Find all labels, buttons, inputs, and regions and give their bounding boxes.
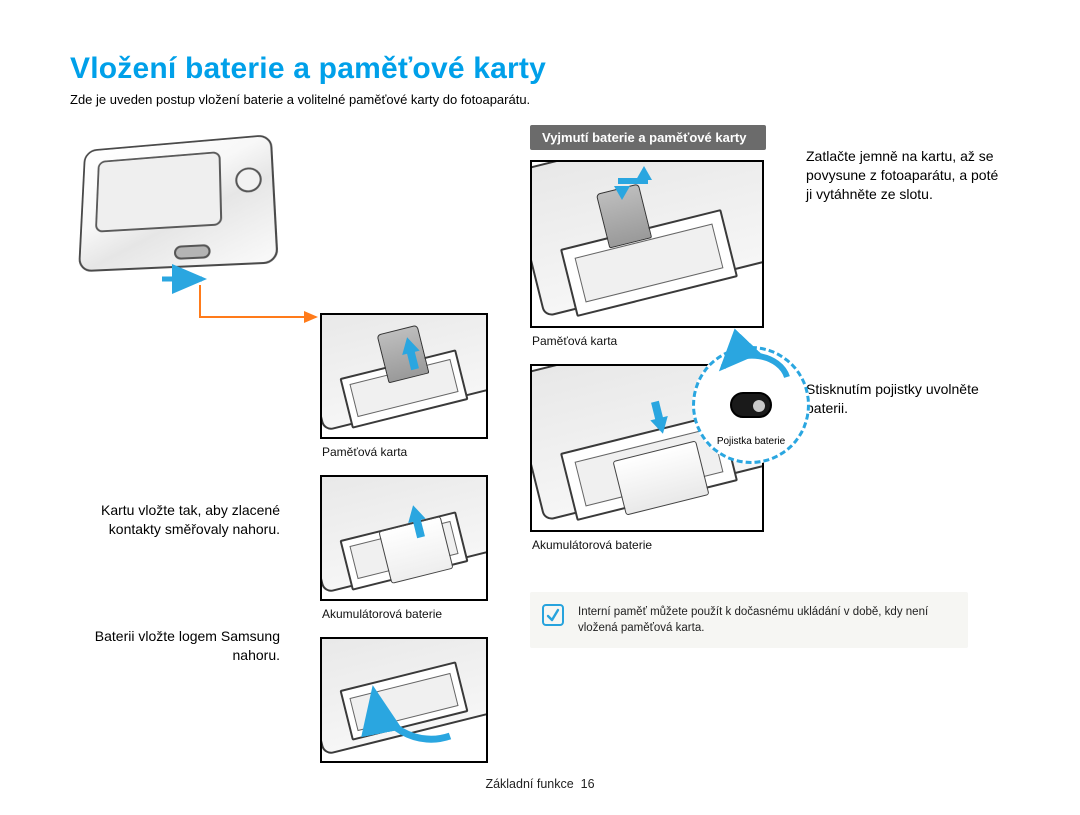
mid-column: Paměťová karta Akumulátorová baterie bbox=[320, 125, 490, 767]
content-row: Kartu vložte tak, aby zlacené kontakty s… bbox=[70, 125, 1010, 767]
page-title: Vložení baterie a paměťové karty bbox=[70, 52, 1010, 86]
camera-latch bbox=[174, 244, 211, 260]
footer-page: 16 bbox=[581, 777, 595, 791]
battery-lock-label: Pojistka baterie bbox=[695, 436, 807, 447]
camera-shutter-icon bbox=[235, 167, 262, 194]
camera-body bbox=[78, 134, 279, 272]
caption-battery-right: Akumulátorová baterie bbox=[532, 538, 766, 552]
remove-battery-text: Stisknutím pojistky uvolněte baterii. bbox=[806, 380, 1006, 418]
right-text-column: Zatlačte jemně na kartu, až se povysune … bbox=[806, 125, 1006, 767]
caption-battery: Akumulátorová baterie bbox=[322, 607, 490, 621]
diagram-insert-battery bbox=[320, 475, 488, 601]
page-footer: Základní funkce 16 bbox=[0, 777, 1080, 791]
battery-lock-callout: Pojistka baterie bbox=[692, 346, 810, 464]
left-column: Kartu vložte tak, aby zlacené kontakty s… bbox=[70, 125, 280, 767]
swing-arrow-icon bbox=[362, 678, 472, 753]
latch-arrow-icon bbox=[156, 264, 214, 299]
diagram-close-door bbox=[320, 637, 488, 763]
diagram-remove-card bbox=[530, 160, 764, 328]
note-text: Interní paměť můžete použít k dočasnému … bbox=[578, 606, 928, 634]
camera-illustration bbox=[70, 125, 280, 295]
note-info-icon bbox=[542, 604, 564, 626]
right-diagram-column: Vyjmutí baterie a paměťové karty Paměťov… bbox=[530, 125, 766, 767]
caption-memory-card: Paměťová karta bbox=[322, 445, 490, 459]
step-battery-text: Baterii vložte logem Samsung nahoru. bbox=[70, 627, 280, 665]
diagram-remove-battery-wrap: Pojistka baterie bbox=[530, 364, 766, 536]
section-pill: Vyjmutí baterie a paměťové karty bbox=[530, 125, 766, 150]
page-subtitle: Zde je uveden postup vložení baterie a v… bbox=[70, 92, 1010, 107]
remove-card-text: Zatlačte jemně na kartu, až se povysune … bbox=[806, 147, 1006, 204]
note-box: Interní paměť můžete použít k dočasnému … bbox=[530, 592, 968, 648]
step-card-text: Kartu vložte tak, aby zlacené kontakty s… bbox=[70, 501, 280, 539]
camera-screen bbox=[95, 151, 222, 233]
manual-page: Vložení baterie a paměťové karty Zde je … bbox=[0, 0, 1080, 815]
reference-elbow bbox=[70, 295, 280, 335]
footer-section: Základní funkce bbox=[485, 777, 573, 791]
battery-lock-icon bbox=[730, 392, 772, 418]
diagram-insert-card bbox=[320, 313, 488, 439]
